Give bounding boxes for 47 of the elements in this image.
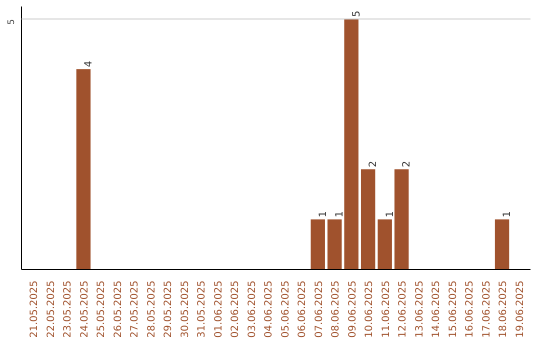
x-tick-label: 02.06.2025 — [230, 280, 242, 338]
bar — [76, 69, 91, 270]
data-label: 5 — [351, 10, 362, 18]
x-tick-label: 19.06.2025 — [514, 280, 526, 338]
bar — [344, 19, 358, 270]
bar — [378, 219, 392, 270]
bar — [327, 219, 342, 270]
x-tick-label: 16.06.2025 — [464, 280, 476, 338]
x-tick-label: 10.06.2025 — [364, 280, 376, 338]
data-label: 1 — [334, 211, 346, 218]
x-tick-label: 26.05.2025 — [112, 280, 124, 338]
x-tick-label: 29.05.2025 — [163, 280, 174, 338]
x-tick-label: 23.05.2025 — [62, 280, 74, 338]
x-tick-label: 21.05.2025 — [29, 280, 40, 338]
x-tick-label: 24.05.2025 — [79, 280, 90, 338]
data-label: 4 — [83, 60, 94, 68]
x-tick-label: 27.05.2025 — [130, 280, 141, 338]
data-label: 1 — [502, 211, 514, 218]
x-tick-label: 11.06.2025 — [380, 280, 392, 338]
x-tick-label: 15.06.2025 — [448, 280, 459, 338]
x-tick-label: 07.06.2025 — [314, 280, 325, 338]
x-tick-label: 13.06.2025 — [414, 280, 426, 338]
x-tick-label: 06.06.2025 — [297, 280, 308, 338]
data-label: 2 — [402, 160, 413, 168]
bar — [310, 219, 325, 270]
x-tick-label: 05.06.2025 — [280, 280, 292, 338]
x-tick-label: 09.06.2025 — [347, 280, 358, 338]
x-tick-label: 14.06.2025 — [431, 280, 442, 338]
bar — [494, 219, 510, 270]
x-tick-label: 30.05.2025 — [180, 280, 191, 338]
data-label: 1 — [318, 211, 329, 218]
bar — [394, 169, 409, 270]
data-label: 2 — [368, 160, 380, 168]
x-tick-label: 18.06.2025 — [498, 280, 510, 338]
x-tick-label: 03.06.2025 — [246, 280, 258, 338]
x-tick-label: 08.06.2025 — [330, 280, 342, 338]
x-tick-label: 04.06.2025 — [264, 280, 275, 338]
data-label: 1 — [384, 211, 396, 218]
ref-line-label: 5 — [7, 19, 17, 25]
x-tick-label: 01.06.2025 — [213, 280, 224, 338]
x-tick-label: 31.05.2025 — [196, 280, 208, 338]
x-tick-label: 22.05.2025 — [46, 280, 57, 338]
x-tick-label: 28.05.2025 — [146, 280, 158, 338]
x-tick-label: 17.06.2025 — [481, 280, 492, 338]
bar — [360, 169, 376, 270]
x-tick-label: 12.06.2025 — [398, 280, 409, 338]
x-tick-label: 25.05.2025 — [96, 280, 108, 338]
